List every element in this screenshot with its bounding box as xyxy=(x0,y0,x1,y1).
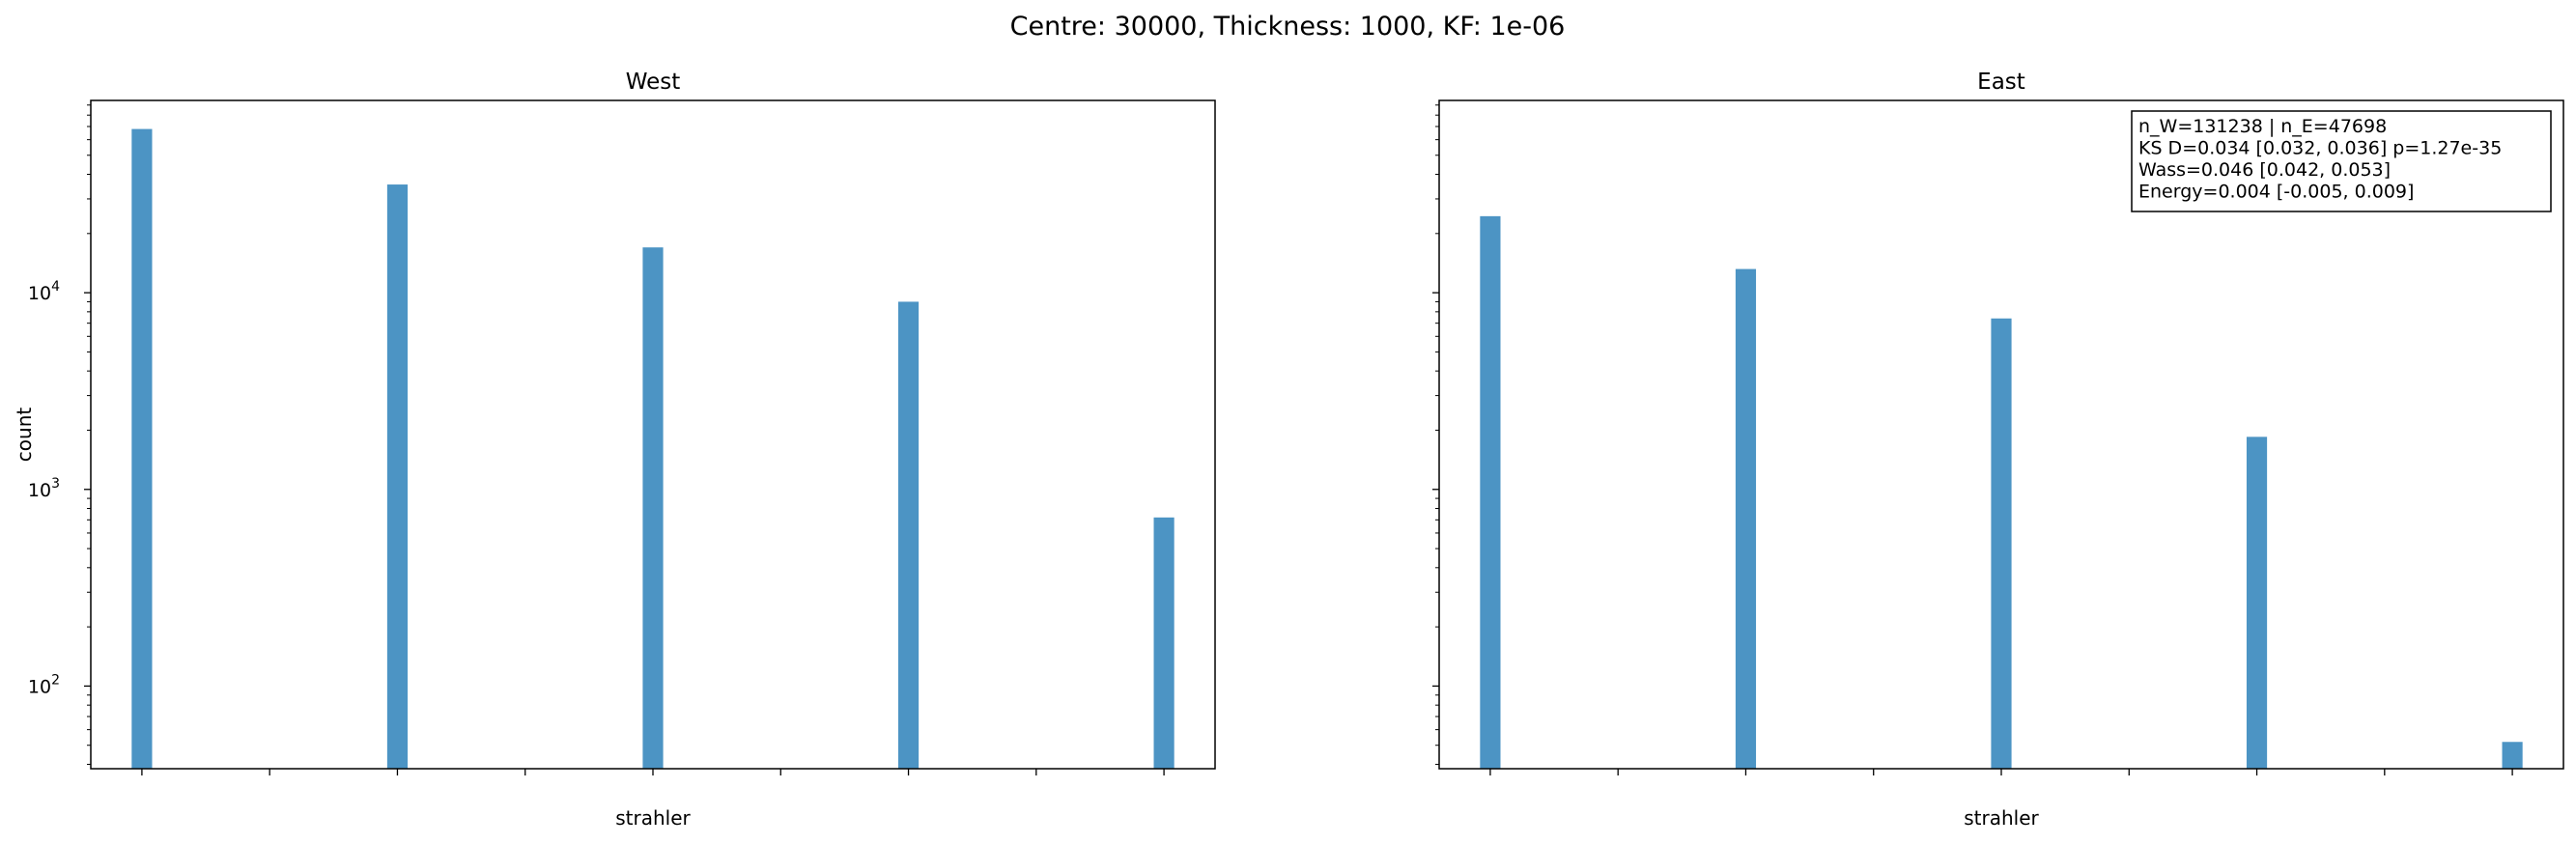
y-tick-base: 10 xyxy=(28,283,51,304)
x-axis-label: strahler xyxy=(1964,806,2039,830)
panel-title: East xyxy=(1977,70,2025,95)
y-tick-label: 104 xyxy=(28,279,60,304)
panel-title: West xyxy=(626,70,681,95)
y-tick-exp: 3 xyxy=(51,476,60,492)
bar-strahler-5 xyxy=(2502,742,2523,769)
bar-strahler-3 xyxy=(1991,318,2012,769)
bar-strahler-1 xyxy=(131,128,153,770)
bar-strahler-2 xyxy=(386,184,409,769)
bar-strahler-5 xyxy=(1153,517,1175,769)
stats-line: Wass=0.046 [0.042, 0.053] xyxy=(2138,159,2391,181)
bar-strahler-1 xyxy=(1480,215,1501,769)
y-tick-label: 102 xyxy=(28,672,60,697)
stats-line: Energy=0.004 [-0.005, 0.009] xyxy=(2138,182,2414,203)
y-tick-exp: 2 xyxy=(51,672,60,688)
stats-line: KS D=0.034 [0.032, 0.036] p=1.27e-35 xyxy=(2138,138,2502,159)
y-tick-base: 10 xyxy=(28,480,51,501)
figure-title: Centre: 30000, Thickness: 1000, KF: 1e-0… xyxy=(1010,12,1566,42)
y-tick-exp: 4 xyxy=(51,279,60,295)
y-axis-label: count xyxy=(13,408,36,463)
stats-line: n_W=131238 | n_E=47698 xyxy=(2138,116,2387,137)
y-tick-label: 103 xyxy=(28,476,60,501)
bar-strahler-4 xyxy=(897,301,920,769)
bar-strahler-4 xyxy=(2246,437,2268,769)
stats-box xyxy=(2131,110,2552,212)
bar-strahler-2 xyxy=(1735,268,1757,770)
bar-strahler-3 xyxy=(642,247,664,769)
y-tick-base: 10 xyxy=(28,676,51,697)
x-axis-label: strahler xyxy=(615,806,691,830)
